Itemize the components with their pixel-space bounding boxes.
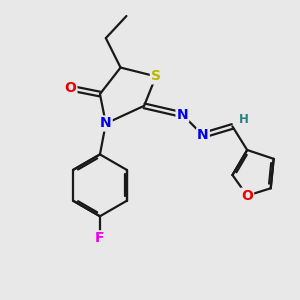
Text: N: N <box>100 116 112 130</box>
Text: S: S <box>151 69 161 83</box>
Text: O: O <box>241 189 253 202</box>
Text: N: N <box>197 128 209 142</box>
Text: O: O <box>64 81 76 95</box>
Text: N: N <box>177 108 188 122</box>
Text: H: H <box>239 113 249 127</box>
Text: F: F <box>95 231 105 245</box>
